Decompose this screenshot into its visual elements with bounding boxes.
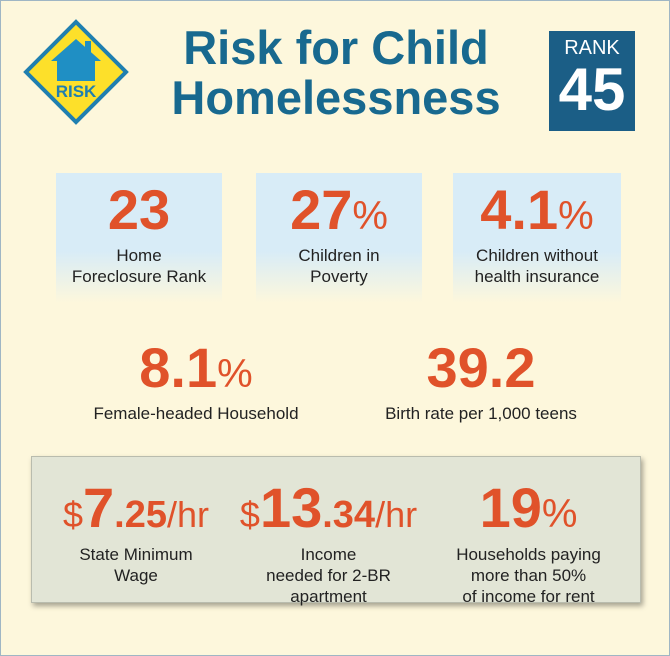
stat-label: Children in Poverty <box>298 246 380 286</box>
stat-box <box>453 173 621 303</box>
rank-box: RANK 45 <box>549 31 635 131</box>
stat-value: 27 <box>290 178 353 241</box>
rank-value: 45 <box>558 56 626 123</box>
stat-label: Children without health insurance <box>474 246 600 286</box>
suffix: /hr <box>375 494 418 535</box>
fraction: .34 <box>322 494 376 536</box>
housing-stat: $13.34/hr Income needed for 2-BR apartmen… <box>231 479 426 607</box>
stat: 4.1% Children without health insurance <box>453 181 621 287</box>
stat-value: 39.2 <box>426 336 536 399</box>
housing-stat: 19% Households paying more than 50% of in… <box>431 479 626 607</box>
suffix: % <box>541 492 578 536</box>
stat-box <box>256 173 422 303</box>
stat: 23 Home Foreclosure Rank <box>56 181 222 287</box>
stat: 39.2 Birth rate per 1,000 teens <box>346 339 616 424</box>
fraction: .25 <box>114 494 167 536</box>
risk-icon: RISK <box>23 19 129 125</box>
prefix: $ <box>239 494 260 535</box>
rank-label: RANK <box>564 37 620 59</box>
housing-label: State Minimum Wage <box>79 545 193 585</box>
stat-unit: % <box>352 194 388 238</box>
stat-value: 23 <box>107 178 171 241</box>
stat: 27% Children in Poverty <box>256 181 422 287</box>
chimney <box>85 41 91 53</box>
stat-unit: % <box>217 352 253 396</box>
value: 13 <box>259 476 323 539</box>
housing-label: Households paying more than 50% of incom… <box>456 545 601 606</box>
suffix: /hr <box>167 494 210 535</box>
housing-stat: $7.25/hr State Minimum Wage <box>41 479 231 586</box>
value: 19 <box>479 476 542 539</box>
stat-value: 8.1 <box>139 336 218 399</box>
housing-panel <box>31 456 641 603</box>
stat-unit: % <box>558 194 594 238</box>
housing-label: Income needed for 2-BR apartment <box>266 545 391 606</box>
stat-value: 4.1 <box>480 178 559 241</box>
stat-box <box>56 173 222 303</box>
stat-label: Female-headed Household <box>93 404 299 423</box>
value: 7 <box>83 476 115 539</box>
stat-label: Birth rate per 1,000 teens <box>385 404 577 423</box>
prefix: $ <box>62 494 84 535</box>
stat: 8.1% Female-headed Household <box>61 339 331 424</box>
title: Risk for Child Homelessness <box>171 21 501 124</box>
badge: RISK <box>56 82 97 101</box>
house <box>51 39 101 81</box>
stat-label: Home Foreclosure Rank <box>71 246 207 286</box>
